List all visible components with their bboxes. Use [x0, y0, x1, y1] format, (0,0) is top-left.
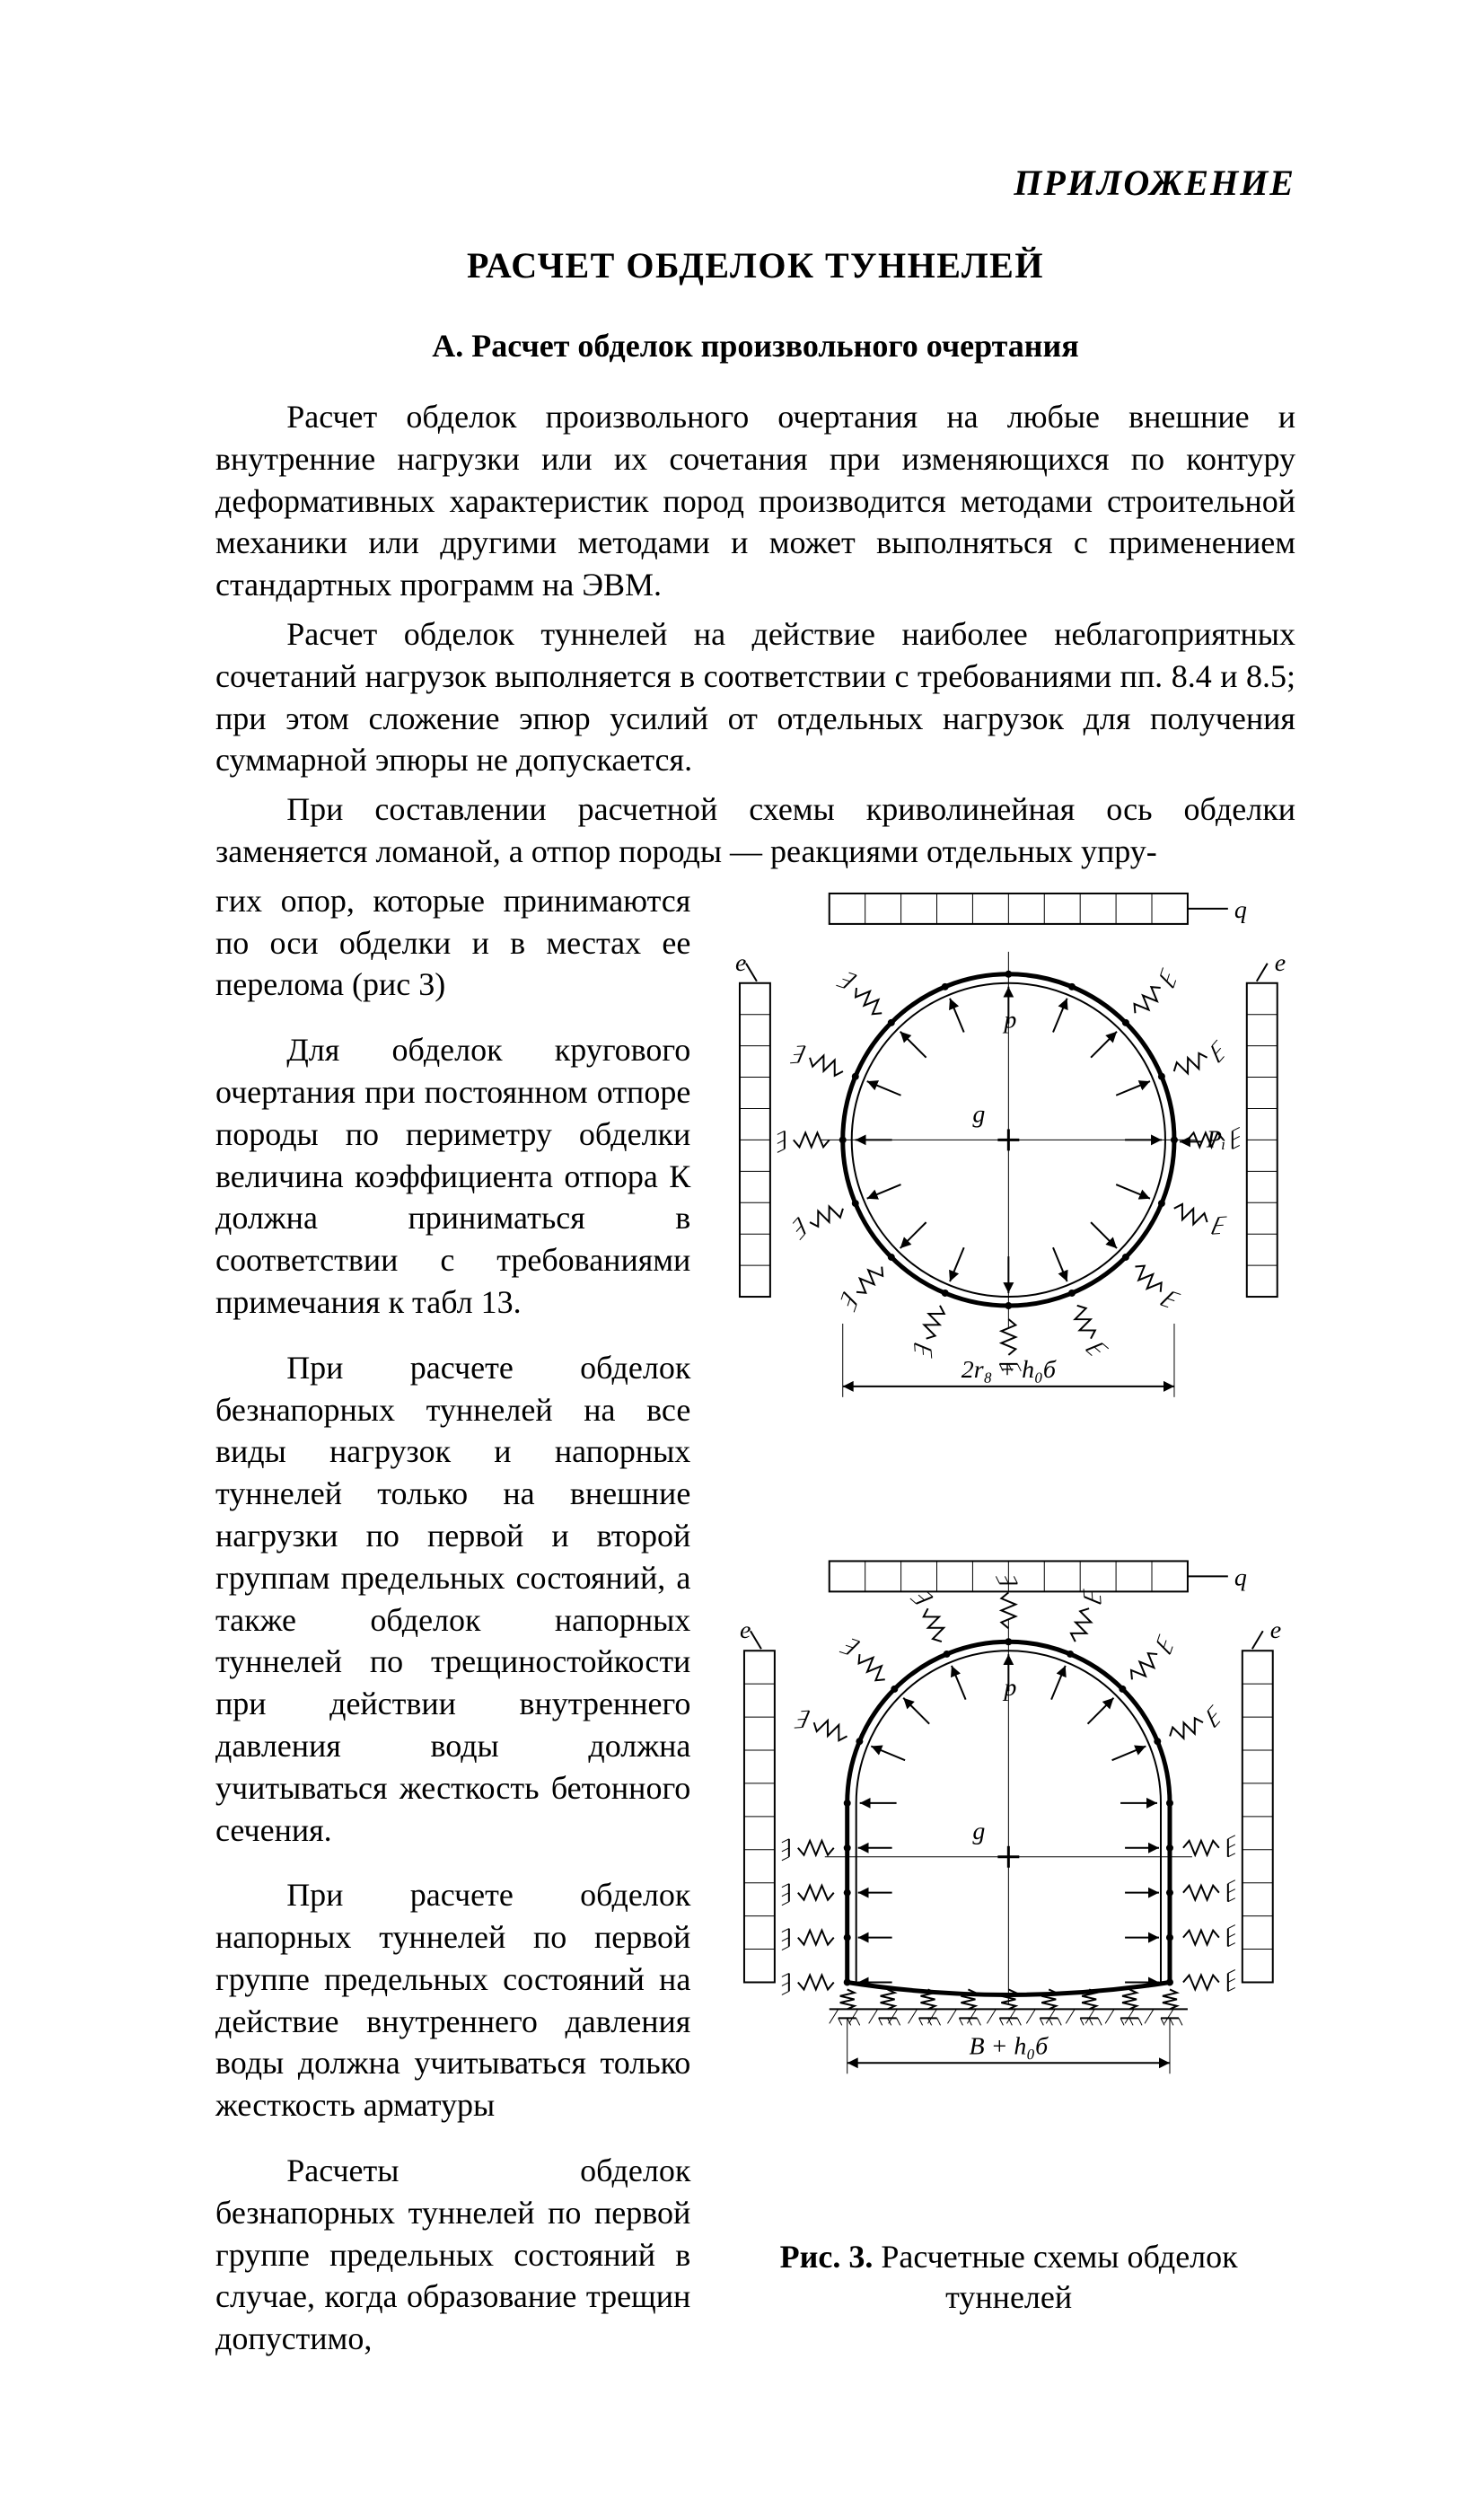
left-paragraph-1: гих опор, которые принимаются по оси обд…: [215, 880, 690, 1006]
intro-paragraph-3: При составлении расчетной схемы криволин…: [215, 788, 1295, 873]
svg-text:g: g: [973, 1100, 986, 1128]
svg-text:e: e: [1275, 949, 1286, 977]
svg-text:e: e: [1270, 1616, 1281, 1644]
left-paragraph-5: Расчеты обделок безнапорных туннелей по …: [215, 2150, 690, 2360]
figure-3: qeepgPᵢ2r₈ + h₀бqeepgB + h₀б: [722, 880, 1295, 2224]
section-a-title: А. Расчет обделок произвольного очертани…: [215, 327, 1295, 365]
figure-column: qeepgPᵢ2r₈ + h₀бqeepgB + h₀б Рис. 3. Рас…: [722, 880, 1295, 2318]
left-paragraph-4: При расчете обделок напорных туннелей по…: [215, 1874, 690, 2126]
svg-text:e: e: [735, 949, 746, 977]
figure-3-caption: Рис. 3. Расчетные схемы обделок туннелей: [722, 2237, 1295, 2318]
left-text-column: гих опор, которые принимаются по оси обд…: [215, 880, 690, 2383]
svg-text:q: q: [1234, 1563, 1247, 1591]
svg-text:p: p: [1003, 1006, 1017, 1034]
figure-3-svg: qeepgPᵢ2r₈ + h₀бqeepgB + h₀б: [722, 880, 1295, 2224]
svg-text:e: e: [740, 1616, 751, 1644]
svg-text:2r₈ + h₀б: 2r₈ + h₀б: [962, 1356, 1057, 1384]
main-title: РАСЧЕТ ОБДЕЛОК ТУННЕЛЕЙ: [215, 244, 1295, 286]
svg-text:p: p: [1003, 1674, 1017, 1702]
svg-text:B + h₀б: B + h₀б: [970, 2032, 1049, 2060]
figure-3-caption-prefix: Рис. 3.: [780, 2239, 874, 2275]
svg-text:g: g: [973, 1818, 986, 1845]
page: ПРИЛОЖЕНИЕ РАСЧЕТ ОБДЕЛОК ТУННЕЛЕЙ А. Ра…: [0, 0, 1484, 2509]
left-paragraph-2: Для обделок кругового очертания при пост…: [215, 1029, 690, 1324]
left-paragraph-3: При расчете обделок безнапорных туннелей…: [215, 1347, 690, 1852]
svg-text:q: q: [1234, 896, 1247, 924]
two-column-region: гих опор, которые принимаются по оси обд…: [215, 880, 1295, 2383]
appendix-label: ПРИЛОЖЕНИЕ: [215, 162, 1295, 204]
intro-paragraph-1: Расчет обделок произвольного очертания н…: [215, 396, 1295, 606]
svg-text:Pᵢ: Pᵢ: [1206, 1125, 1226, 1153]
figure-3-caption-text: Расчетные схемы обделок туннелей: [881, 2239, 1237, 2315]
intro-paragraph-2: Расчет обделок туннелей на действие наиб…: [215, 613, 1295, 781]
